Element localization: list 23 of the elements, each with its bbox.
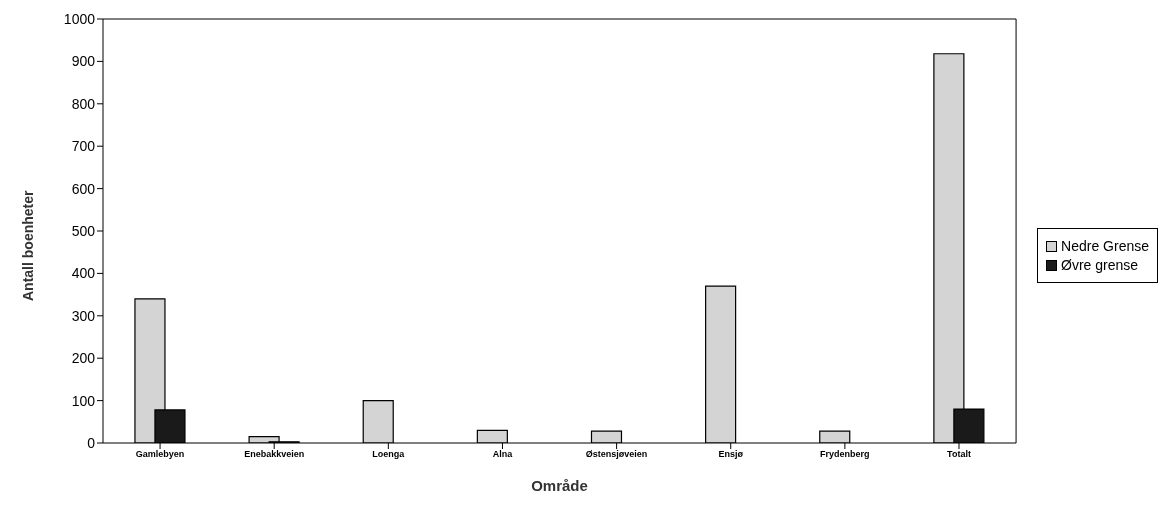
x-tick-label: Loenga	[372, 449, 406, 460]
x-tick-label: Enebakkveien	[244, 449, 305, 460]
y-tick-label: 500	[71, 222, 96, 239]
x-tick-label: Gamlebyen	[135, 449, 185, 460]
legend-label: Nedre Grense	[1060, 238, 1149, 254]
y-tick-label: 300	[71, 307, 96, 324]
y-tick-label: 400	[71, 265, 96, 282]
y-tick-label: 0	[87, 434, 96, 451]
x-tick-label: Alna	[492, 449, 514, 460]
legend-label: Øvre grense	[1060, 257, 1140, 273]
y-tick-label: 100	[71, 392, 96, 409]
y-tick-label: 800	[71, 95, 96, 112]
y-tick-label: 200	[71, 350, 96, 367]
x-tick-label: Frydenberg	[820, 449, 870, 460]
x-tick-label: Totalt	[947, 449, 971, 460]
y-tick-label: 1000	[63, 10, 96, 27]
y-tick-label: 700	[71, 138, 96, 155]
x-tick-label: Østensjøveien	[585, 449, 648, 460]
y-tick-label: 900	[71, 53, 96, 70]
x-axis-title: Område	[531, 477, 588, 494]
x-tick-label: Ensjø	[718, 449, 744, 460]
y-axis-title: Antall boenheter	[19, 189, 36, 301]
y-tick-label: 600	[71, 180, 96, 197]
